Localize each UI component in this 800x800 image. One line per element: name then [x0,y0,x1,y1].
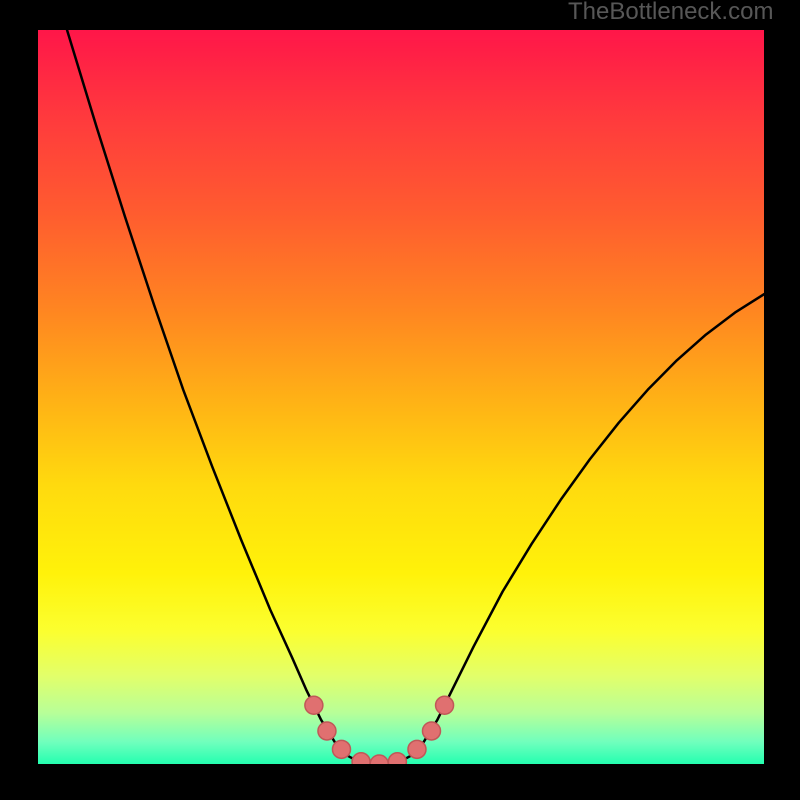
watermark-text: TheBottleneck.com [568,0,773,26]
curve-marker [388,753,406,764]
gradient-background [38,30,764,764]
curve-marker [305,696,323,714]
curve-marker [332,740,350,758]
curve-marker [436,696,454,714]
curve-marker [408,740,426,758]
curve-marker [318,722,336,740]
curve-marker [352,753,370,764]
plot-area [38,30,764,764]
curve-marker [422,722,440,740]
chart-svg [38,30,764,764]
chart-container: TheBottleneck.com [0,0,800,800]
